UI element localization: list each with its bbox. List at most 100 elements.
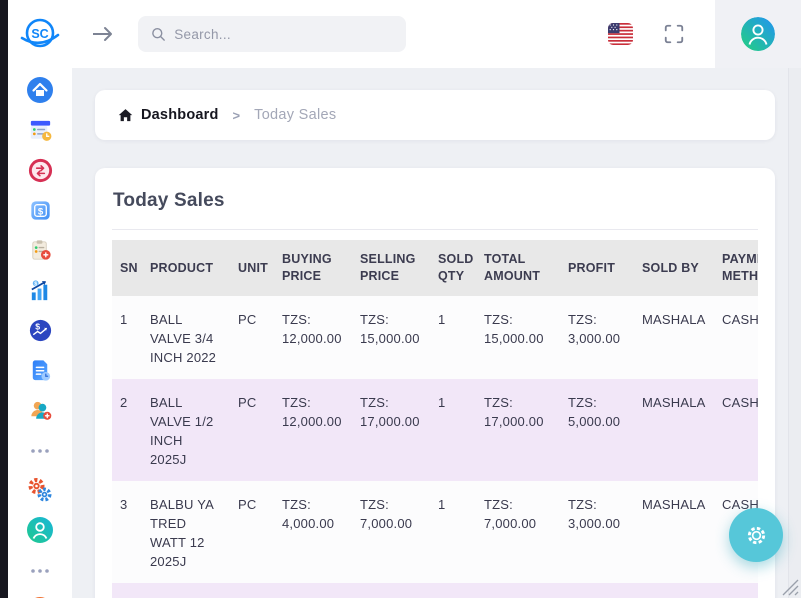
fullscreen-expand-icon: [664, 24, 684, 44]
breadcrumb-home-label: Dashboard: [141, 107, 219, 123]
table-cell: TZS: 5,000.00: [568, 395, 621, 429]
sidebar-item-revenue[interactable]: $: [26, 316, 54, 344]
today-sales-card: Today Sales SN PRODUCT UNIT BUYING PRICE SEL…: [95, 168, 775, 598]
page-title: Today Sales: [113, 190, 225, 211]
table-cell: CASH: [714, 583, 758, 598]
table-cell: BALBU: [142, 583, 230, 598]
svg-text:$: $: [35, 321, 40, 331]
orders-icon: [31, 239, 51, 260]
breadcrumb-separator: >: [232, 107, 241, 123]
revenue-icon: $: [29, 319, 51, 341]
sidebar-toggle-button[interactable]: [90, 22, 116, 46]
table-cell: 2: [120, 395, 128, 410]
sidebar-item-orders[interactable]: [26, 236, 54, 264]
table-cell: CASH: [722, 312, 758, 327]
table-cell: CASH: [722, 395, 758, 410]
sidebar-item-customers[interactable]: [26, 396, 54, 424]
table-cell: TZS: 3,000.00: [568, 497, 621, 531]
transfer-icon: [28, 158, 52, 182]
sales-table: SN PRODUCT UNIT BUYING PRICE SELLING PRICE SO…: [112, 240, 758, 598]
column-header: BUYING PRICE: [274, 240, 352, 296]
table-cell: BALL VALVE 1/2 INCH 2025J: [150, 395, 214, 467]
table-cell: TZS: 12,000.00: [282, 395, 342, 429]
app-logo[interactable]: SC: [8, 12, 72, 56]
table-cell: TZS: 17,000.00: [484, 395, 544, 429]
search-icon: [152, 28, 165, 41]
table-cell: TZS:: [560, 583, 634, 598]
column-header: SOLD QTY: [430, 240, 476, 296]
profile-icon: [27, 517, 53, 543]
table-cell: 1: [438, 395, 446, 410]
breadcrumb-current-page: Today Sales: [254, 107, 337, 123]
breadcrumb: Dashboard > Today Sales: [95, 90, 775, 140]
sales-table-container: SN PRODUCT UNIT BUYING PRICE SELLING PRICE SO…: [112, 240, 758, 598]
column-header: SN: [112, 240, 142, 296]
table-cell: TZS: 4,000.00: [282, 497, 335, 531]
column-header: PRODUCT: [142, 240, 230, 296]
table-cell: MASHALA: [642, 497, 706, 512]
column-header: SOLD BY: [634, 240, 714, 296]
invoice-list-icon: [30, 120, 51, 141]
column-header: PROFIT: [560, 240, 634, 296]
table-cell: TZS: 15,000.00: [484, 312, 544, 346]
vertical-scrollbar[interactable]: [788, 68, 801, 598]
settings-gears-icon: [28, 478, 52, 502]
top-header: SC: [8, 0, 801, 68]
table-cell: TZS: 17,000.00: [360, 395, 420, 429]
table-cell: BALBU YA TRED WATT 12 2025J: [150, 497, 214, 569]
home-breadcrumb-icon: [118, 108, 133, 121]
language-flag-button[interactable]: [608, 23, 633, 45]
table-cell: 3: [120, 497, 128, 512]
table-body: 1 BALL VALVE 3/4 INCH 2022 PC TZS: 12,000.0…: [112, 296, 758, 598]
sidebar-item-statistics[interactable]: $: [26, 276, 54, 304]
svg-text:SC: SC: [31, 27, 48, 41]
window-edge: [0, 0, 8, 598]
sidebar-item-reports[interactable]: [26, 356, 54, 384]
settings-fab-button[interactable]: [729, 508, 783, 562]
table-head-row: SN PRODUCT UNIT BUYING PRICE SELLING PRICE SO…: [112, 240, 758, 296]
us-flag-icon: [608, 23, 633, 45]
table-row: 3 BALBU YA TRED WATT 12 2025J PC TZS: 4,000…: [112, 481, 758, 583]
table-cell: TZS:: [352, 583, 430, 598]
sidebar-item-transactions[interactable]: [26, 156, 54, 184]
column-header: PAYMENT METHOD: [714, 240, 758, 296]
table-cell: 1: [430, 583, 476, 598]
breadcrumb-dashboard-link[interactable]: Dashboard: [117, 107, 219, 124]
sidebar-item-more[interactable]: [26, 444, 54, 458]
gear-icon: [747, 526, 765, 544]
table-cell: 1: [438, 312, 446, 327]
table-cell: BALL VALVE 3/4 INCH 2022: [150, 312, 217, 365]
money-icon: $: [30, 200, 50, 220]
sidebar-item-home[interactable]: [26, 76, 54, 104]
table-cell: PC: [238, 497, 257, 512]
ellipsis-icon: [31, 569, 49, 573]
sidebar-item-cash[interactable]: $: [26, 196, 54, 224]
search-input[interactable]: [174, 26, 394, 42]
svg-text:$: $: [34, 281, 37, 287]
svg-text:$: $: [37, 206, 43, 217]
resize-handle-icon[interactable]: [777, 574, 799, 596]
search-bar[interactable]: [138, 16, 406, 52]
column-header: TOTAL AMOUNT: [476, 240, 560, 296]
table-row: 2 BALL VALVE 1/2 INCH 2025J PC TZS: 12,000.…: [112, 379, 758, 481]
table-cell: 1: [438, 497, 446, 512]
report-icon: [32, 359, 50, 381]
table-cell: PC: [238, 312, 257, 327]
table-cell: TZS: 7,000.00: [484, 497, 537, 531]
fullscreen-button[interactable]: [663, 23, 685, 45]
sidebar-item-invoices[interactable]: [26, 116, 54, 144]
column-header: SELLING PRICE: [352, 240, 430, 296]
profile-area: [715, 0, 801, 68]
user-avatar-icon[interactable]: [741, 17, 775, 51]
sidebar-item-settings[interactable]: [26, 476, 54, 504]
table-cell: MASHALA: [642, 395, 706, 410]
column-header: UNIT: [230, 240, 274, 296]
table-cell: MASHALA: [642, 312, 706, 327]
ellipsis-icon: [31, 449, 49, 453]
sidebar-item-profile[interactable]: [26, 516, 54, 544]
table-cell: TZS:: [274, 583, 352, 598]
sidebar-item-more-2[interactable]: [26, 564, 54, 578]
home-icon: [27, 77, 53, 103]
table-cell: TZS: 12,000.00: [282, 312, 342, 346]
main-content: Dashboard > Today Sales Today Sales SN PR…: [72, 68, 801, 598]
